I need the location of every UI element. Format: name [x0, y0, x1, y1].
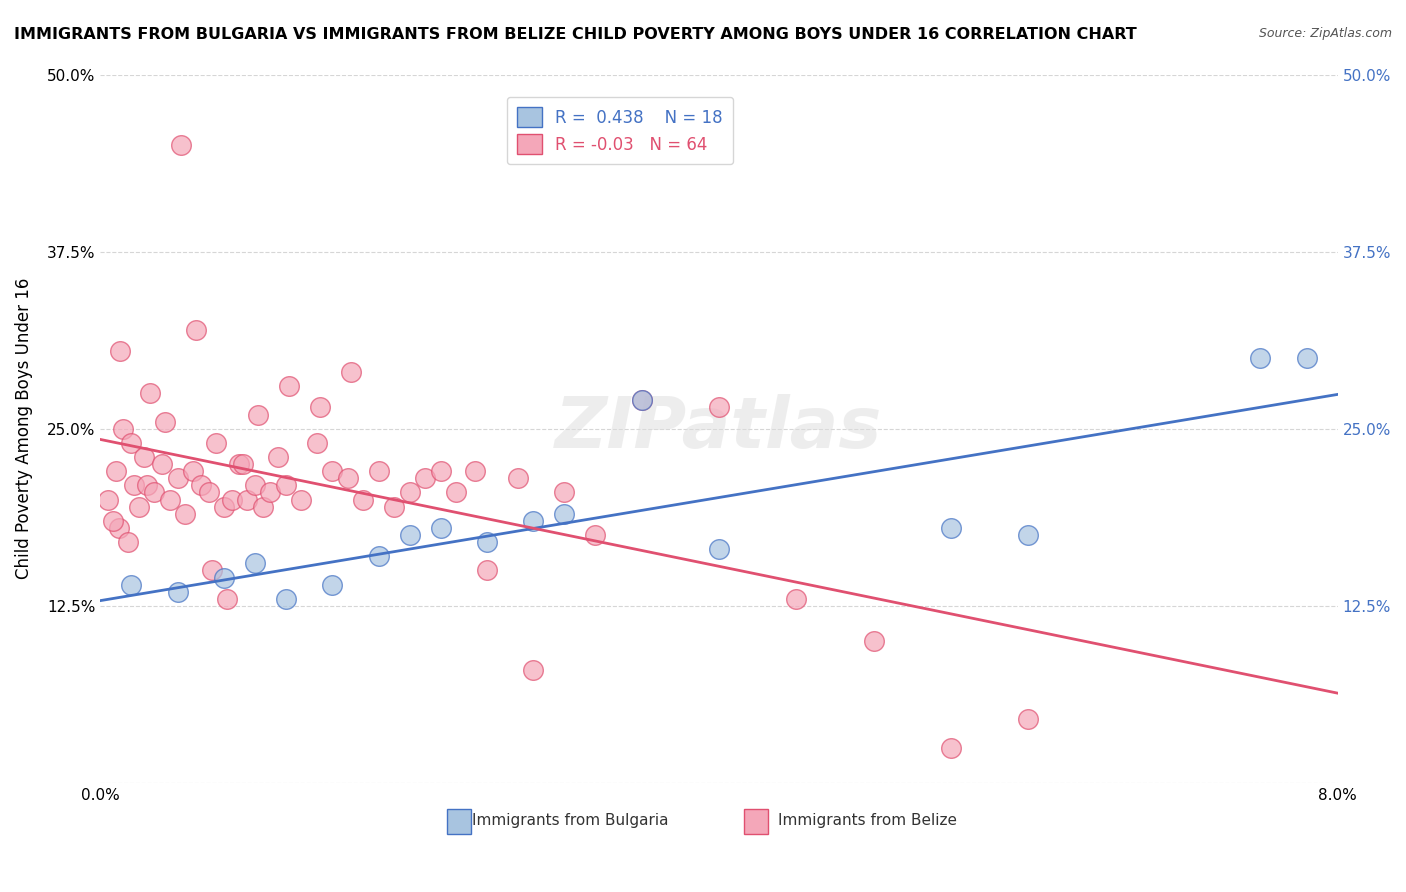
Point	[340, 365, 363, 379]
Point	[221, 492, 243, 507]
Text: ZIPatlas: ZIPatlas	[555, 394, 883, 463]
Point	[707, 542, 730, 557]
Point	[290, 492, 312, 507]
Point	[143, 485, 166, 500]
Point	[464, 464, 486, 478]
Point	[132, 450, 155, 464]
Point	[120, 577, 142, 591]
Point	[429, 521, 451, 535]
Point	[475, 563, 498, 577]
Point	[159, 492, 181, 507]
Point	[101, 514, 124, 528]
Point	[278, 379, 301, 393]
Point	[252, 500, 274, 514]
Point	[117, 535, 139, 549]
Point	[707, 401, 730, 415]
Point	[174, 507, 197, 521]
Point	[939, 521, 962, 535]
Point	[553, 485, 575, 500]
Point	[382, 500, 405, 514]
Point	[170, 138, 193, 153]
Text: Source: ZipAtlas.com: Source: ZipAtlas.com	[1258, 27, 1392, 40]
Point	[243, 557, 266, 571]
Point	[398, 528, 420, 542]
Point	[862, 634, 884, 648]
Point	[475, 535, 498, 549]
Point	[444, 485, 467, 500]
Point	[259, 485, 281, 500]
Point	[367, 549, 389, 564]
Point	[785, 591, 807, 606]
Point	[413, 471, 436, 485]
Legend: R =  0.438    N = 18, R = -0.03   N = 64: R = 0.438 N = 18, R = -0.03 N = 64	[508, 97, 733, 164]
Point	[553, 507, 575, 521]
Point	[190, 478, 212, 492]
Point	[186, 322, 208, 336]
Point	[212, 570, 235, 584]
Point	[120, 436, 142, 450]
Point	[166, 471, 188, 485]
Point	[321, 577, 343, 591]
Point	[236, 492, 259, 507]
FancyBboxPatch shape	[447, 809, 471, 834]
Y-axis label: Child Poverty Among Boys Under 16: Child Poverty Among Boys Under 16	[15, 278, 32, 580]
Text: Immigrants from Bulgaria: Immigrants from Bulgaria	[472, 814, 669, 829]
Point	[1017, 712, 1039, 726]
Point	[228, 457, 250, 471]
Point	[630, 393, 652, 408]
Point	[128, 500, 150, 514]
Point	[205, 436, 228, 450]
Point	[398, 485, 420, 500]
Point	[217, 591, 239, 606]
FancyBboxPatch shape	[744, 809, 769, 834]
Point	[201, 563, 224, 577]
Point	[309, 401, 332, 415]
Point	[939, 740, 962, 755]
Point	[139, 386, 162, 401]
Point	[321, 464, 343, 478]
Point	[166, 584, 188, 599]
Point	[104, 464, 127, 478]
Point	[232, 457, 254, 471]
Point	[155, 415, 177, 429]
Point	[197, 485, 219, 500]
Point	[212, 500, 235, 514]
Point	[267, 450, 290, 464]
Point	[1295, 351, 1317, 365]
Point	[108, 521, 131, 535]
Point	[274, 478, 297, 492]
Point	[429, 464, 451, 478]
Point	[247, 408, 270, 422]
Point	[124, 478, 146, 492]
Point	[110, 343, 132, 358]
Point	[1249, 351, 1271, 365]
Point	[506, 471, 529, 485]
Point	[97, 492, 120, 507]
Text: IMMIGRANTS FROM BULGARIA VS IMMIGRANTS FROM BELIZE CHILD POVERTY AMONG BOYS UNDE: IMMIGRANTS FROM BULGARIA VS IMMIGRANTS F…	[14, 27, 1137, 42]
Point	[336, 471, 359, 485]
Point	[583, 528, 606, 542]
Point	[352, 492, 374, 507]
Point	[243, 478, 266, 492]
Text: Immigrants from Belize: Immigrants from Belize	[778, 814, 957, 829]
Point	[112, 422, 135, 436]
Point	[522, 514, 544, 528]
Point	[305, 436, 328, 450]
Point	[1017, 528, 1039, 542]
Point	[367, 464, 389, 478]
Point	[274, 591, 297, 606]
Point	[522, 663, 544, 677]
Point	[150, 457, 173, 471]
Point	[630, 393, 652, 408]
Point	[135, 478, 157, 492]
Point	[181, 464, 204, 478]
